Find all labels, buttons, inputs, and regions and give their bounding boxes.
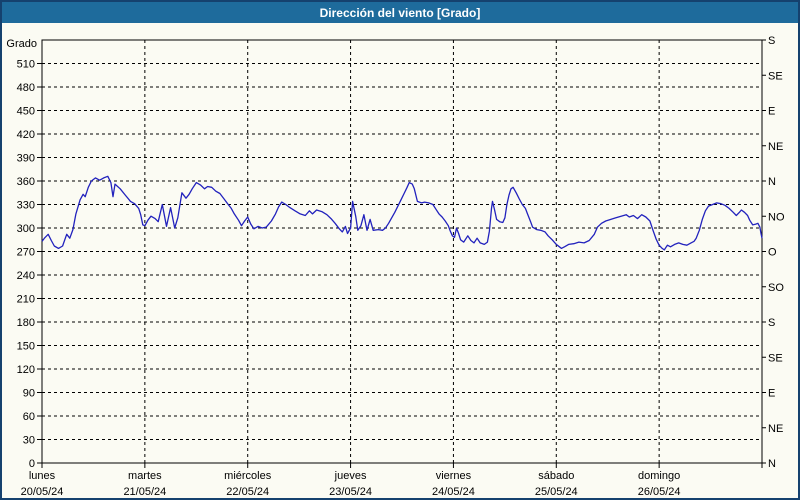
y-axis-tick-label: 480 xyxy=(17,82,35,94)
compass-axis-label: E xyxy=(768,106,775,118)
compass-axis-label: S xyxy=(768,317,775,329)
compass-axis-label: NE xyxy=(768,141,783,153)
y-axis-tick-label: 150 xyxy=(17,341,35,353)
wind-direction-line xyxy=(41,175,763,251)
date-label: 25/05/24 xyxy=(535,486,578,498)
day-label: lunes xyxy=(29,470,56,482)
day-label: martes xyxy=(128,470,162,482)
y-axis-tick-label: 420 xyxy=(17,129,35,141)
y-axis-tick-label: 360 xyxy=(17,176,35,188)
day-label: domingo xyxy=(638,470,680,482)
y-axis-unit-label: Grado xyxy=(6,38,37,50)
compass-axis-label: S xyxy=(768,35,775,47)
compass-axis-label: N xyxy=(768,176,776,188)
y-axis-tick-label: 510 xyxy=(17,59,35,71)
date-label: 24/05/24 xyxy=(432,486,475,498)
compass-axis-label: SE xyxy=(768,70,783,82)
y-axis-tick-label: 300 xyxy=(17,223,35,235)
y-axis-tick-label: 120 xyxy=(17,364,35,376)
day-label: miércoles xyxy=(224,470,272,482)
y-axis-tick-label: 30 xyxy=(23,435,35,447)
day-label: viernes xyxy=(436,470,472,482)
y-axis-tick-label: 0 xyxy=(29,458,35,470)
date-label: 20/05/24 xyxy=(21,486,64,498)
date-label: 23/05/24 xyxy=(329,486,372,498)
day-label: sábado xyxy=(538,470,574,482)
y-axis-tick-label: 60 xyxy=(23,411,35,423)
compass-axis-label: NE xyxy=(768,423,783,435)
y-axis-tick-label: 210 xyxy=(17,294,35,306)
compass-axis-label: SO xyxy=(768,282,784,294)
chart-title-bar: Dirección del viento [Grado] xyxy=(2,2,798,23)
date-label: 26/05/24 xyxy=(638,486,681,498)
y-axis-tick-label: 180 xyxy=(17,317,35,329)
y-axis-tick-label: 90 xyxy=(23,388,35,400)
date-label: 21/05/24 xyxy=(123,486,166,498)
compass-axis-label: SE xyxy=(768,352,783,364)
chart-title: Dirección del viento [Grado] xyxy=(319,5,481,20)
y-axis-tick-label: 240 xyxy=(17,270,35,282)
compass-axis-label: O xyxy=(768,247,777,259)
compass-axis-label: NO xyxy=(768,211,785,223)
y-axis-tick-label: 330 xyxy=(17,200,35,212)
y-axis-tick-label: 270 xyxy=(17,247,35,259)
date-label: 22/05/24 xyxy=(226,486,269,498)
day-label: jueves xyxy=(334,470,367,482)
compass-axis-label: E xyxy=(768,388,775,400)
y-axis-tick-label: 450 xyxy=(17,106,35,118)
y-axis-tick-label: 390 xyxy=(17,153,35,165)
compass-axis-label: N xyxy=(768,458,776,470)
